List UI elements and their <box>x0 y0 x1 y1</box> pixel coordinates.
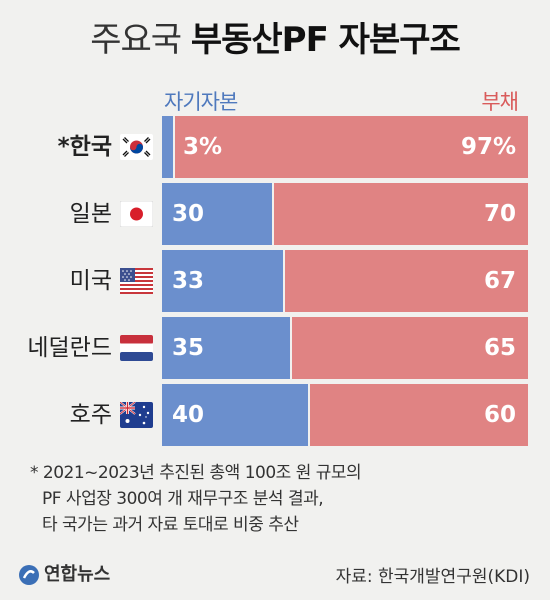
australia-flag-icon <box>120 402 153 428</box>
bar-debt <box>310 384 528 446</box>
value-label-equity: 3% <box>183 134 223 160</box>
footnote-line-3: 타 국가는 과거 자료 토대로 비중 추산 <box>42 515 299 535</box>
category-label: 일본 <box>69 201 112 227</box>
yonhap-logo-text: 연합뉴스 <box>44 564 111 585</box>
value-label-equity: 40 <box>172 402 205 428</box>
bar-debt <box>285 250 528 312</box>
value-label-equity: 30 <box>172 201 205 227</box>
stacked-bar-chart: 3% 97% *한국 30 70 일본 33 67 미국 35 65 네덜란드 40 60 호주 <box>27 116 528 446</box>
category-label: 호주 <box>69 402 112 428</box>
usa-flag-icon <box>120 268 153 294</box>
value-label-debt: 67 <box>483 268 516 294</box>
value-label-equity: 33 <box>172 268 205 294</box>
chart-row: 33 67 미국 <box>70 250 528 312</box>
footnote-line-1: * 2021~2023년 추진된 총액 100조 원 규모의 <box>30 463 362 483</box>
legend-equity: 자기자본 <box>164 90 238 114</box>
bar-equity <box>162 384 308 446</box>
chart-row: 3% 97% *한국 <box>58 116 528 178</box>
bar-equity <box>162 250 283 312</box>
chart-row: 35 65 네덜란드 <box>27 317 528 379</box>
category-label: 네덜란드 <box>27 335 112 361</box>
chart-row: 40 60 호주 <box>70 384 528 446</box>
value-label-debt: 60 <box>483 402 516 428</box>
korea-flag-icon <box>120 134 153 160</box>
source-note: 자료: 한국개발연구원(KDI) <box>335 567 530 587</box>
value-label-equity: 35 <box>172 335 205 361</box>
footnote: * 2021~2023년 추진된 총액 100조 원 규모의 PF 사업장 30… <box>30 460 530 538</box>
bar-debt <box>274 183 528 245</box>
category-label: *한국 <box>57 134 112 160</box>
category-label: 미국 <box>69 268 112 294</box>
value-label-debt: 65 <box>483 335 516 361</box>
footnote-line-2: PF 사업장 300여 개 재무구조 분석 결과, <box>42 489 324 509</box>
chart-row: 30 70 일본 <box>70 183 528 245</box>
bar-debt <box>175 116 528 178</box>
bar-equity <box>162 317 290 379</box>
yonhap-logo: 연합뉴스 <box>18 560 110 586</box>
value-label-debt: 97% <box>460 134 516 160</box>
chart-title: 주요국 부동산PF 자본구조 <box>0 18 550 62</box>
bar-debt <box>292 317 528 379</box>
chart-title-bold: 부동산PF 자본구조 <box>190 20 461 60</box>
bar-equity <box>162 116 173 178</box>
chart-title-light: 주요국 <box>90 20 182 60</box>
yonhap-logo-icon <box>19 565 39 585</box>
bar-equity <box>162 183 272 245</box>
netherlands-flag-icon <box>120 335 153 361</box>
japan-flag-icon <box>120 201 153 227</box>
legend-debt: 부채 <box>481 90 519 114</box>
value-label-debt: 70 <box>483 201 516 227</box>
